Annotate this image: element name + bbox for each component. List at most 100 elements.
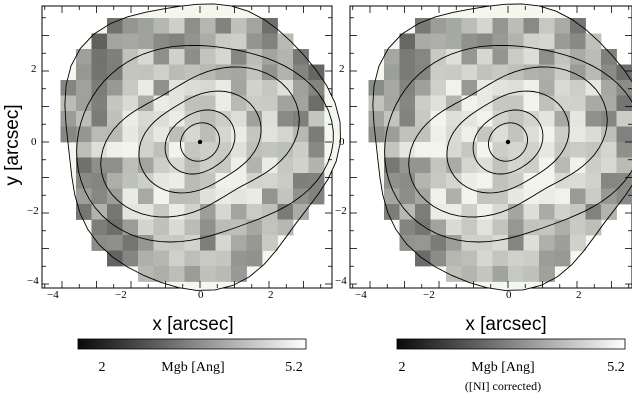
map-pixel bbox=[278, 127, 294, 143]
map-pixel bbox=[231, 204, 247, 220]
map-pixel bbox=[508, 189, 524, 205]
map-pixel bbox=[415, 80, 431, 96]
map-pixel bbox=[524, 220, 540, 236]
map-pixel bbox=[400, 158, 416, 174]
map-pixel bbox=[586, 49, 602, 65]
map-pixel bbox=[570, 111, 586, 127]
map-pixel bbox=[477, 158, 493, 174]
map-pixel bbox=[415, 142, 431, 158]
map-pixel bbox=[493, 251, 509, 267]
map-pixel bbox=[107, 204, 123, 220]
map-pixel bbox=[477, 189, 493, 205]
map-pixel bbox=[446, 220, 462, 236]
map-pixel bbox=[76, 189, 92, 205]
map-pixel bbox=[123, 34, 139, 50]
map-pixel bbox=[262, 96, 278, 112]
map-pixel bbox=[247, 251, 263, 267]
map-pixel bbox=[493, 80, 509, 96]
map-pixel bbox=[169, 189, 185, 205]
map-pixel bbox=[154, 204, 170, 220]
map-pixel bbox=[415, 127, 431, 143]
map-pixel bbox=[369, 127, 385, 143]
map-pixel bbox=[539, 173, 555, 189]
map-pixel bbox=[415, 96, 431, 112]
map-pixel bbox=[154, 127, 170, 143]
map-pixel bbox=[262, 220, 278, 236]
ytick-label: −4 bbox=[335, 275, 347, 287]
map-pixel bbox=[462, 251, 478, 267]
map-pixel bbox=[524, 96, 540, 112]
map-pixel bbox=[431, 65, 447, 81]
map-pixel bbox=[216, 251, 232, 267]
map-pixel bbox=[200, 189, 216, 205]
map-pixel bbox=[185, 204, 201, 220]
map-pixel bbox=[154, 142, 170, 158]
map-pixel bbox=[508, 158, 524, 174]
map-pixel bbox=[169, 266, 185, 282]
map-pixel bbox=[477, 251, 493, 267]
map-pixel bbox=[278, 220, 294, 236]
map-pixel bbox=[123, 142, 139, 158]
map-pixel bbox=[154, 111, 170, 127]
map-pixel bbox=[92, 34, 108, 50]
map-pixel bbox=[185, 251, 201, 267]
colorbar-left bbox=[78, 339, 306, 349]
map-pixel bbox=[185, 18, 201, 34]
panel-left: −4 −2 0 2 2 0 −2 −4 x [arcsec] y [arcsec… bbox=[2, 4, 340, 375]
map-pixel bbox=[462, 142, 478, 158]
map-pixel bbox=[293, 142, 309, 158]
map-pixel bbox=[185, 220, 201, 236]
map-pixel bbox=[431, 173, 447, 189]
map-pixel bbox=[477, 220, 493, 236]
map-pixel bbox=[107, 235, 123, 251]
map-pixel bbox=[293, 80, 309, 96]
map-pixel bbox=[169, 220, 185, 236]
map-pixel bbox=[76, 65, 92, 81]
map-pixel bbox=[107, 111, 123, 127]
map-pixel bbox=[539, 96, 555, 112]
map-pixel bbox=[278, 49, 294, 65]
map-pixel bbox=[200, 96, 216, 112]
map-pixel bbox=[123, 65, 139, 81]
map-pixel bbox=[384, 173, 400, 189]
map-pixel bbox=[107, 142, 123, 158]
map-pixel bbox=[247, 49, 263, 65]
map-pixel bbox=[555, 173, 571, 189]
map-pixel bbox=[92, 173, 108, 189]
map-pixel bbox=[309, 96, 325, 112]
map-pixel bbox=[200, 266, 216, 282]
map-pixel bbox=[200, 127, 216, 143]
map-pixel bbox=[462, 235, 478, 251]
map-pixel bbox=[539, 18, 555, 34]
y-axis-label: y [arcsec] bbox=[2, 104, 23, 185]
map-pixel bbox=[524, 235, 540, 251]
xtick-label: 2 bbox=[268, 289, 274, 301]
map-pixel bbox=[247, 235, 263, 251]
map-pixel bbox=[185, 96, 201, 112]
map-pixel bbox=[524, 251, 540, 267]
map-pixel bbox=[231, 158, 247, 174]
ytick-label: −2 bbox=[335, 205, 347, 217]
ytick-label: 2 bbox=[31, 63, 37, 75]
map-pixel bbox=[154, 96, 170, 112]
map-pixel bbox=[493, 18, 509, 34]
map-pixel bbox=[61, 96, 77, 112]
map-pixel bbox=[462, 127, 478, 143]
map-pixel bbox=[601, 173, 617, 189]
map-pixel bbox=[278, 158, 294, 174]
map-pixel bbox=[154, 34, 170, 50]
map-pixel bbox=[446, 251, 462, 267]
map-pixel bbox=[76, 173, 92, 189]
map-pixel bbox=[601, 111, 617, 127]
map-pixel bbox=[262, 80, 278, 96]
map-pixel bbox=[384, 65, 400, 81]
map-pixel bbox=[154, 235, 170, 251]
map-pixel bbox=[400, 189, 416, 205]
map-pixel bbox=[154, 251, 170, 267]
map-pixel bbox=[293, 96, 309, 112]
map-pixel bbox=[154, 158, 170, 174]
map-pixel bbox=[570, 18, 586, 34]
map-pixel bbox=[278, 111, 294, 127]
map-pixel bbox=[309, 80, 325, 96]
map-pixel bbox=[431, 96, 447, 112]
